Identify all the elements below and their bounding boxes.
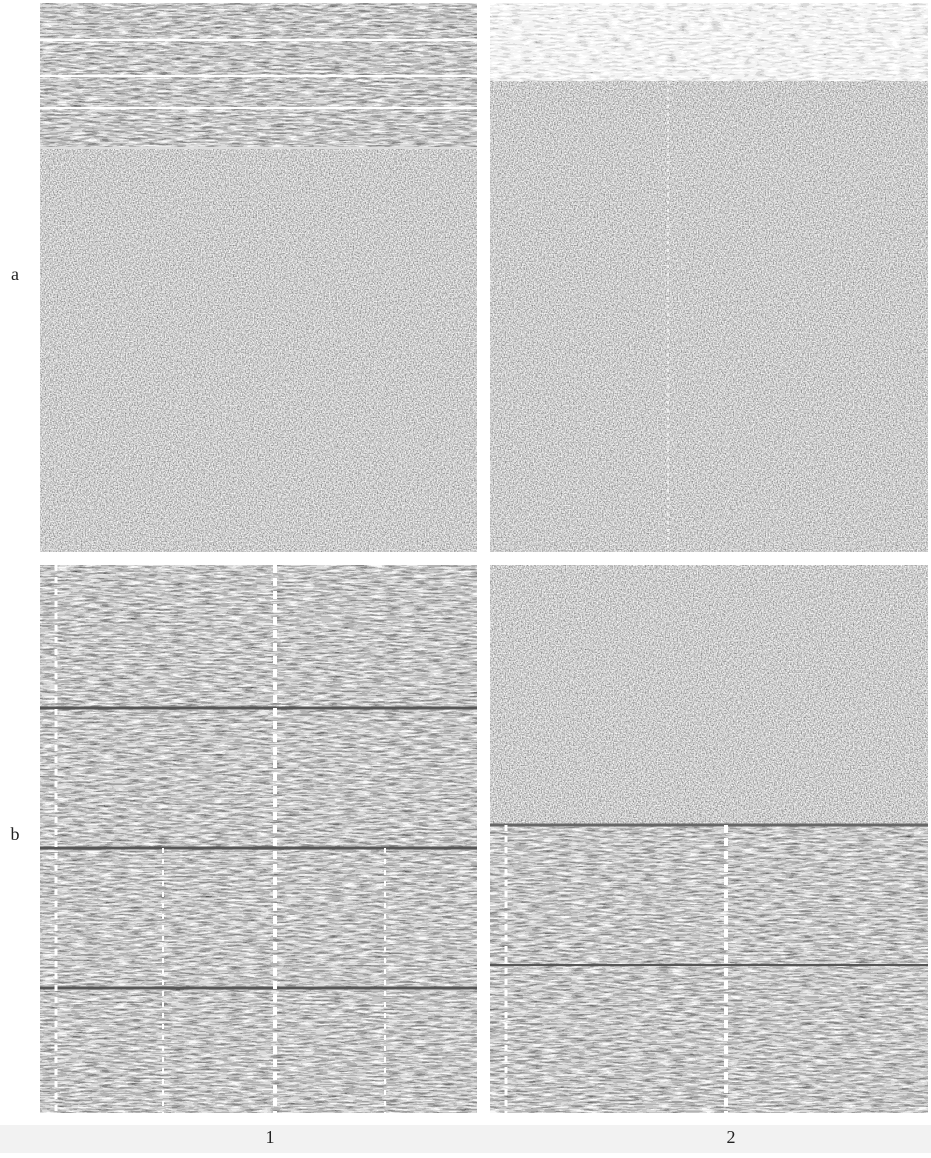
streak-band: [490, 825, 928, 1113]
caption-strip: [0, 1125, 931, 1153]
panel-a1: [40, 3, 477, 552]
light-band: [490, 3, 928, 81]
column-label: 1: [266, 1127, 275, 1147]
panel-b1: [40, 565, 477, 1113]
streak-texture: [40, 565, 477, 1113]
figure: a b 1 2: [0, 0, 931, 1153]
noise-texture: [490, 3, 928, 552]
panel-b2: [490, 565, 928, 1113]
row-label: a: [11, 264, 19, 284]
row-label: b: [11, 824, 20, 844]
panel-a2: [490, 3, 928, 552]
column-label: 2: [727, 1127, 736, 1147]
